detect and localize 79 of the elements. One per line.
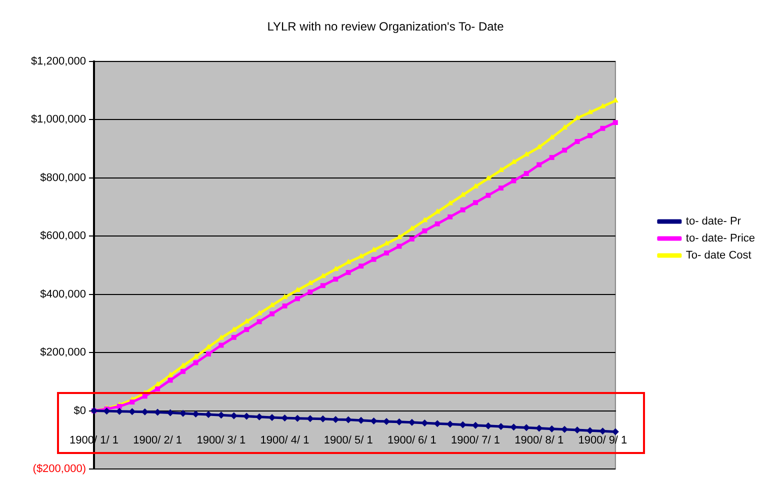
point <box>536 162 542 168</box>
point <box>574 426 581 434</box>
point <box>473 200 478 206</box>
point <box>549 155 554 160</box>
point <box>396 418 403 426</box>
point <box>434 221 440 226</box>
point <box>370 417 378 424</box>
point <box>562 124 568 130</box>
point <box>612 428 619 436</box>
point <box>396 244 402 249</box>
point <box>256 319 262 324</box>
y-tick-label: $600,000 <box>40 230 86 242</box>
point <box>230 412 238 420</box>
point <box>486 192 491 198</box>
point <box>243 412 250 420</box>
point <box>536 424 543 432</box>
point <box>612 120 618 126</box>
y-tick-label: $1,200,000 <box>30 55 86 68</box>
point <box>192 410 200 418</box>
x-tick-label: 1900/ 5/ 1 <box>324 434 373 446</box>
point <box>522 424 530 432</box>
point <box>231 334 236 340</box>
point <box>244 327 250 332</box>
x-tick-label: 1900/ 2/ 1 <box>133 434 182 446</box>
x-tick-label: 1900/ 6/ 1 <box>387 434 436 446</box>
point <box>448 214 453 220</box>
y-tick-label: $200,000 <box>40 346 86 359</box>
point <box>511 178 516 184</box>
x-tick-label: 1900/ 4/ 1 <box>260 434 310 446</box>
point <box>574 138 580 144</box>
chart-title: LYLR with no review Organization's To- Date <box>267 20 504 34</box>
point <box>306 415 314 422</box>
point <box>358 416 365 424</box>
point <box>180 362 186 368</box>
point <box>600 126 606 131</box>
point <box>116 404 122 409</box>
point <box>270 311 275 316</box>
point <box>498 186 504 191</box>
point <box>346 270 351 275</box>
x-tick-label: 1900/ 7/ 1 <box>451 434 500 446</box>
y-tick-label: $400,000 <box>40 288 86 300</box>
point <box>166 409 174 416</box>
point <box>218 342 224 348</box>
point <box>155 386 160 392</box>
point <box>358 264 364 269</box>
point <box>308 290 313 294</box>
point <box>459 421 466 428</box>
legend-label: to- date- Pr <box>686 216 742 228</box>
point <box>206 352 211 356</box>
legend-label: to- date- Price <box>686 232 756 245</box>
x-tick-label: 1900/ 9/ 1 <box>578 434 628 446</box>
point <box>333 276 338 282</box>
point <box>281 414 288 422</box>
point <box>460 207 466 212</box>
point <box>103 408 110 415</box>
y-tick-label: $0 <box>74 404 86 417</box>
point <box>421 420 428 426</box>
point <box>422 228 428 234</box>
point <box>371 256 376 262</box>
point <box>409 236 414 242</box>
x-tick-label: 1900/ 3/ 1 <box>196 434 246 446</box>
legend-label: To- date Cost <box>686 250 752 262</box>
point <box>384 250 389 256</box>
point <box>434 420 441 428</box>
point <box>282 303 288 308</box>
point <box>562 148 568 153</box>
x-tick-label: 1900/ 8/ 1 <box>514 434 564 446</box>
point <box>168 378 173 383</box>
point <box>588 133 592 138</box>
point <box>180 368 186 374</box>
point <box>524 171 529 176</box>
point <box>130 400 135 405</box>
point <box>344 416 352 424</box>
y-tick-label: ($200,000) <box>32 463 86 476</box>
y-tick-label: $1,000,000 <box>30 114 86 126</box>
point <box>383 418 390 426</box>
point <box>320 283 326 288</box>
y-tick-label: $800,000 <box>40 172 86 184</box>
point <box>295 296 300 302</box>
